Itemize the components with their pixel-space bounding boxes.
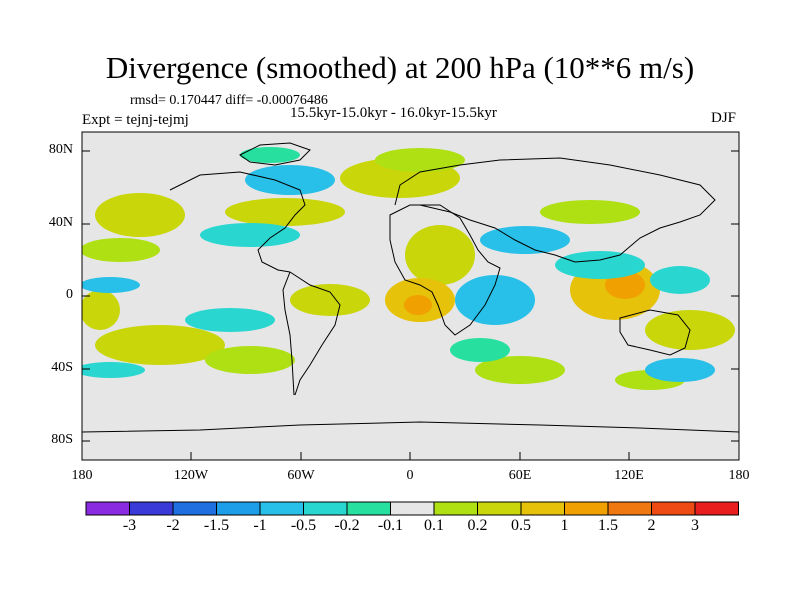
season-label: DJF [711,110,737,126]
field-blob [185,308,275,332]
field-blob [205,346,295,374]
field-blob [82,290,120,330]
field-blob [650,266,710,294]
y-tick-label: 80S [51,432,73,447]
x-tick-label: 180 [71,468,93,483]
field-blob [475,356,565,384]
x-tick-label: 120E [614,468,644,483]
coastline-north-america [169,171,306,273]
field-blob [82,362,145,378]
field-blob [450,338,510,362]
field-blob [540,200,640,224]
colorbar-cell [564,501,609,516]
field-blob [555,251,645,279]
colorbar-label: -3 [122,517,137,534]
rmsd-stats: rmsd= 0.170447 diff= -0.00076486 [130,93,328,108]
x-tick-label: 180 [728,468,750,483]
field-blob [404,295,432,315]
colorbar-cell [172,501,217,516]
map-title: Divergence (smoothed) at 200 hPa (10**6 … [105,50,695,85]
field-blob [240,147,300,163]
field-blob [645,358,715,382]
colorbar-cell [433,501,478,516]
colorbar [85,501,739,516]
field-blob [82,238,160,262]
experiment-label: Expt = tejnj-tejmj [82,112,189,128]
colorbar-cell [390,501,435,516]
y-tick-label: 80N [48,142,73,157]
colorbar-cell [477,501,522,516]
x-tick-label: 60E [508,468,532,483]
colorbar-cell [694,501,739,516]
coastline-south-america-west [282,271,295,396]
x-tick-label: 0 [406,468,414,483]
colorbar-cell [259,501,304,516]
colorbar-cell [303,501,348,516]
coastline-greenland [239,142,311,166]
axis-ticks [82,150,739,460]
field-blob [455,275,535,325]
colorbar-cell [216,501,261,516]
coastline-south-america-east [289,271,341,396]
colorbar-label: 0.5 [511,517,531,534]
colorbar-label: -0.5 [290,517,317,534]
field-blob [95,325,225,365]
coastline-antarctica [82,421,739,433]
field-blob [290,284,370,316]
coastline-australia [619,309,691,356]
field-blob [245,165,335,195]
coastlines [82,142,739,433]
field-blob [82,277,140,293]
y-tick-label: 40N [48,215,73,230]
colorbar-label: -0.1 [377,517,404,534]
period-label: 15.5kyr-15.0kyr - 16.0kyr-15.5kyr [290,105,497,121]
colorbar-cell [520,501,565,516]
colorbar-label: 2 [647,517,656,534]
coastline-eurasia [394,157,716,263]
y-tick-label: 0 [66,287,73,302]
colorbar-cell [85,501,130,516]
field-blob [480,226,570,254]
colorbar-cell [607,501,652,516]
field-blob [405,225,475,285]
field-blob [375,148,465,172]
field-blob [225,198,345,226]
colorbar-label: 0.1 [424,517,444,534]
colorbar-label: -0.2 [334,517,360,534]
y-tick-label: 40S [51,360,73,375]
colorbar-label: 3 [691,517,699,534]
field-blob [95,193,185,237]
colorbar-label: 0.2 [467,517,488,534]
colorbar-cell [129,501,174,516]
colorbar-cell [346,501,391,516]
colorbar-label: -1.5 [203,517,230,534]
field-blob [200,223,300,247]
x-tick-label: 120W [173,468,209,483]
colorbar-cell [651,501,696,516]
x-tick-label: 60W [287,468,315,483]
colorbar-label: -1 [253,517,267,534]
colorbar-label: -2 [166,517,180,534]
colorbar-label: 1 [560,517,569,534]
colorbar-label: 1.5 [598,517,618,534]
coastline-africa [389,204,501,336]
